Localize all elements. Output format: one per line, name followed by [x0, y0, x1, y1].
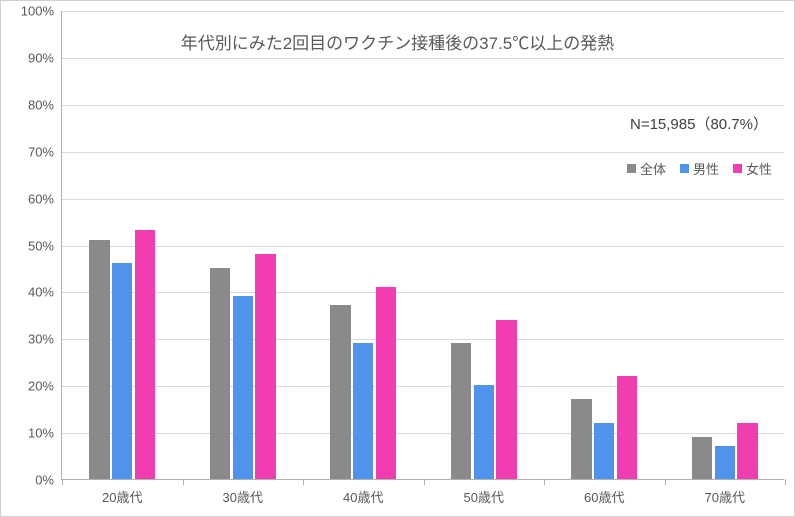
- x-axis-label: 70歳代: [705, 479, 745, 506]
- bar: [353, 343, 373, 479]
- bar: [376, 287, 396, 479]
- y-axis-label: 70%: [28, 144, 62, 159]
- chart-title: 年代別にみた2回目のワクチン接種後の37.5℃以上の発熱: [1, 29, 794, 54]
- gridline: [62, 433, 784, 434]
- y-axis-label: 60%: [28, 191, 62, 206]
- bar: [496, 320, 516, 479]
- bar: [135, 230, 155, 479]
- y-axis-label: 80%: [28, 97, 62, 112]
- bar: [571, 399, 591, 479]
- bar: [737, 423, 757, 479]
- legend-label: 男性: [693, 159, 719, 178]
- x-axis-label: 50歳代: [464, 479, 504, 506]
- x-tick-mark: [424, 479, 425, 485]
- x-tick-mark: [303, 479, 304, 485]
- x-tick-mark: [62, 479, 63, 485]
- x-tick-mark: [183, 479, 184, 485]
- x-axis-label: 30歳代: [223, 479, 263, 506]
- legend-swatch: [733, 164, 742, 173]
- legend-swatch: [680, 164, 689, 173]
- bar: [330, 305, 350, 479]
- x-axis-label: 40歳代: [343, 479, 383, 506]
- bar: [617, 376, 637, 479]
- y-axis-label: 40%: [28, 285, 62, 300]
- gridline: [62, 386, 784, 387]
- x-axis-label: 20歳代: [102, 479, 142, 506]
- gridline: [62, 58, 784, 59]
- x-tick-mark: [544, 479, 545, 485]
- bar: [474, 385, 494, 479]
- gridline: [62, 292, 784, 293]
- legend: 全体 男性 女性: [627, 159, 772, 178]
- legend-item: 全体: [627, 159, 666, 178]
- x-axis-label: 60歳代: [584, 479, 624, 506]
- legend-item: 女性: [733, 159, 772, 178]
- y-axis-label: 20%: [28, 379, 62, 394]
- y-axis-label: 100%: [21, 4, 62, 19]
- sample-size-annotation: N=15,985（80.7%）: [630, 113, 768, 134]
- y-axis-label: 0%: [35, 473, 62, 488]
- plot-area: 0%10%20%30%40%50%60%70%80%90%100%20歳代30歳…: [61, 11, 784, 480]
- legend-label: 女性: [746, 159, 772, 178]
- gridline: [62, 246, 784, 247]
- y-axis-label: 10%: [28, 426, 62, 441]
- gridline: [62, 339, 784, 340]
- gridline: [62, 11, 784, 12]
- legend-swatch: [627, 164, 636, 173]
- y-axis-label: 50%: [28, 238, 62, 253]
- x-tick-mark: [785, 479, 786, 485]
- gridline: [62, 152, 784, 153]
- bar: [255, 254, 275, 479]
- bar: [233, 296, 253, 479]
- bar: [89, 240, 109, 479]
- bar: [210, 268, 230, 479]
- bar: [112, 263, 132, 479]
- chart-container: 0%10%20%30%40%50%60%70%80%90%100%20歳代30歳…: [0, 0, 795, 517]
- gridline: [62, 199, 784, 200]
- bar: [692, 437, 712, 479]
- y-axis-label: 30%: [28, 332, 62, 347]
- gridline: [62, 105, 784, 106]
- legend-item: 男性: [680, 159, 719, 178]
- bar: [451, 343, 471, 479]
- x-tick-mark: [665, 479, 666, 485]
- legend-label: 全体: [640, 159, 666, 178]
- bar: [594, 423, 614, 479]
- bar: [715, 446, 735, 479]
